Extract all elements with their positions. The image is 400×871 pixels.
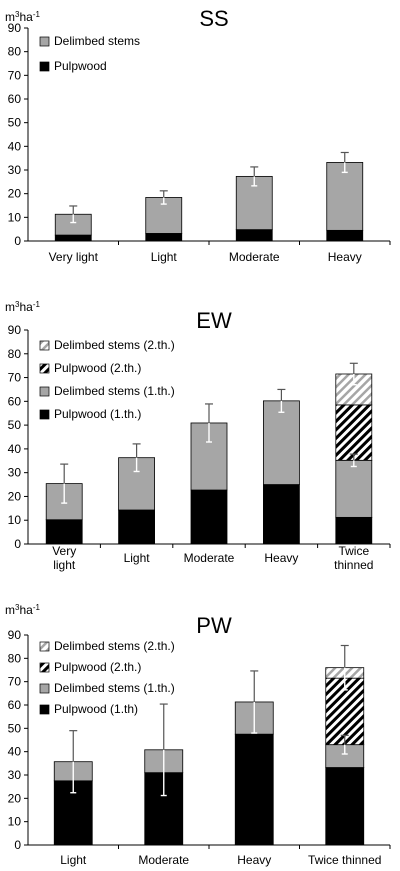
- x-tick-label: Twice thinned: [308, 853, 381, 867]
- y-tick-label: 30: [8, 163, 22, 177]
- y-tick-label: 40: [8, 745, 22, 759]
- bar-segment-pulpwood-1-th: [262, 484, 300, 545]
- y-tick-label: 20: [8, 791, 22, 805]
- y-tick-label: 20: [8, 489, 22, 503]
- y-tick-label: 70: [8, 675, 22, 689]
- bar-segment-pulpwood-1-th: [234, 733, 274, 846]
- legend-label: Delimbed stems (1.th.): [54, 384, 175, 398]
- bar-segment-delimbed-stems: [145, 197, 183, 234]
- y-axis-label: m3ha-1: [5, 10, 40, 25]
- x-tick-label: Heavy: [237, 853, 271, 867]
- y-tick-label: 90: [8, 628, 22, 642]
- legend-swatch: [39, 340, 50, 351]
- legend-swatch: [39, 363, 50, 374]
- legend-swatch: [39, 683, 50, 694]
- y-tick-label: 80: [8, 347, 22, 361]
- y-tick-label: 10: [8, 210, 22, 224]
- y-tick-label: 30: [8, 768, 22, 782]
- bar-segment-pulpwood-1-th: [118, 509, 155, 545]
- legend-swatch: [39, 662, 50, 673]
- y-tick-label: 60: [8, 92, 22, 106]
- legend-label: Pulpwood: [54, 59, 107, 73]
- x-tick-label: Moderate: [229, 250, 280, 264]
- legend-swatch: [39, 409, 50, 420]
- legend-label: Pulpwood (1.th): [54, 702, 138, 716]
- x-tick-label: Twice: [338, 544, 369, 558]
- chart-ss: SS m3ha-1 0 10 20 30 40 50 60 70 80 90 Very light Lig…: [5, 6, 391, 264]
- x-tick-label: Very light: [49, 250, 99, 264]
- y-tick-label: 0: [14, 838, 21, 852]
- chart-pw: PW m3ha-1 0 10 20 30 40 50 60 70 80 90 Light Moderate…: [5, 603, 391, 867]
- y-tick-label: 40: [8, 442, 22, 456]
- y-tick-label: 70: [8, 371, 22, 385]
- y-axis-label: m3ha-1: [5, 603, 40, 618]
- chart-title: EW: [196, 308, 232, 333]
- y-tick-label: 80: [8, 45, 22, 59]
- legend-swatch: [39, 641, 50, 652]
- legend-swatch: [39, 36, 50, 47]
- x-tick-label: thinned: [334, 558, 373, 572]
- x-tick-label: light: [53, 558, 76, 572]
- y-tick-label: 0: [14, 537, 21, 551]
- x-tick-label: Moderate: [138, 853, 189, 867]
- y-tick-label: 50: [8, 721, 22, 735]
- legend-label: Delimbed stems (2.th.): [54, 338, 175, 352]
- chart-title: PW: [196, 613, 232, 638]
- legend-label: Delimbed stems: [54, 34, 140, 48]
- y-tick-label: 50: [8, 116, 22, 130]
- bar-segment-pulpwood-1-th: [190, 489, 228, 545]
- y-tick-label: 90: [8, 323, 22, 337]
- bar-segment-pulpwood: [235, 229, 273, 242]
- y-tick-label: 40: [8, 139, 22, 153]
- y-tick-label: 30: [8, 466, 22, 480]
- bar-segment-delimbed-stems: [326, 162, 364, 231]
- y-tick-label: 50: [8, 418, 22, 432]
- legend-label: Pulpwood (2.th.): [54, 361, 141, 375]
- bar-segment-pulpwood-1-th: [325, 767, 365, 846]
- y-tick-label: 90: [8, 21, 22, 35]
- x-tick-label: Light: [124, 551, 151, 565]
- bar-segment-pulpwood: [326, 229, 364, 242]
- chart-title: SS: [199, 6, 228, 31]
- bar-segment-delimbed-stems-1-th: [335, 459, 373, 518]
- bar-segment-pulpwood-1-th: [335, 516, 373, 545]
- bar-segment-pulpwood: [54, 234, 92, 242]
- y-tick-label: 10: [8, 513, 22, 527]
- legend-swatch: [39, 704, 50, 715]
- y-tick-label: 0: [14, 234, 21, 248]
- legend-label: Pulpwood (1.th.): [54, 407, 141, 421]
- x-tick-label: Moderate: [184, 551, 235, 565]
- y-tick-label: 60: [8, 394, 22, 408]
- x-tick-label: Heavy: [328, 250, 362, 264]
- x-tick-label: Light: [60, 853, 87, 867]
- legend-label: Delimbed stems (1.th.): [54, 681, 175, 695]
- x-tick-label: Light: [151, 250, 178, 264]
- legend-swatch: [39, 61, 50, 72]
- bar-segment-pulpwood-2-th: [335, 404, 373, 461]
- y-tick-label: 60: [8, 698, 22, 712]
- x-tick-label: Very: [52, 544, 76, 558]
- legend-label: Pulpwood (2.th.): [54, 660, 141, 674]
- y-tick-label: 20: [8, 187, 22, 201]
- y-tick-label: 70: [8, 68, 22, 82]
- legend-swatch: [39, 386, 50, 397]
- bar-segment-pulpwood-1-th: [45, 519, 83, 545]
- legend-label: Delimbed stems (2.th.): [54, 639, 175, 653]
- y-tick-label: 80: [8, 651, 22, 665]
- bar-segment-delimbed-stems-1-th: [262, 400, 300, 485]
- x-tick-label: Heavy: [264, 551, 298, 565]
- y-axis-label: m3ha-1: [5, 300, 40, 315]
- bar-segment-pulpwood: [145, 233, 183, 242]
- y-tick-label: 10: [8, 815, 22, 829]
